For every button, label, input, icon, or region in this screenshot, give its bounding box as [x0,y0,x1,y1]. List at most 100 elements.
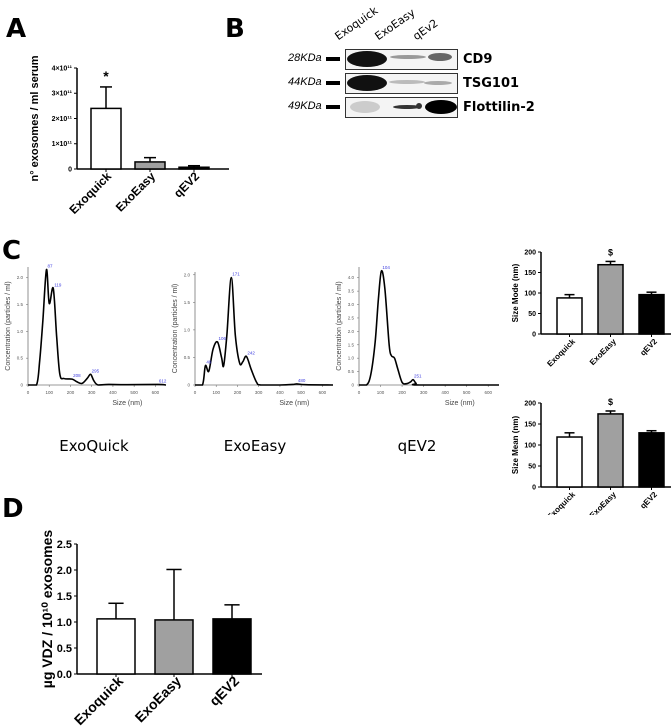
peak-label: 242 [247,350,255,355]
category-label: Exoquick [545,337,577,369]
size-distribution-exoeasy: 0 100 200 300 400 500 600 0 0.5 1.0 1.5 2.0 Size (nm… [172,272,334,407]
category-label: ExoEasy [113,169,159,215]
y-tick-label: 3.0 [348,302,355,307]
peak-label: 171 [232,272,240,277]
bar-exoeasy [597,413,624,488]
marker-tick [326,57,340,61]
y-tick-label: 1.0 [184,327,191,332]
bar-exoquick [96,618,136,675]
kda-marker: 28KDa [288,52,322,64]
blot-band-tsg101 [345,73,458,94]
category-label: qEV2 [171,169,202,200]
x-tick-label: 100 [212,390,220,395]
bar-exoquick [90,107,122,170]
kda-marker: 44KDa [288,76,322,88]
peak-label: 251 [414,374,422,379]
bar-qev2 [638,432,665,488]
y-tick-label: 1×10¹¹ [52,141,73,148]
x-tick-label: 0 [27,390,30,395]
x-tick-label: 500 [130,390,138,395]
y-tick-label: 1.5 [17,302,24,307]
y-tick-label: 150 [524,270,536,277]
bar-exoeasy [597,263,624,335]
x-tick-label: 400 [276,390,284,395]
bar-exoeasy [154,619,194,675]
bar-qev2 [638,293,665,335]
y-tick-label: 0 [351,383,354,388]
chart-exosome-count: 0 1×10¹¹ 2×10¹¹ 3×10¹¹ 4×10¹¹ n° exosomes / m… [29,55,229,217]
significance-marker: $ [608,397,613,407]
x-tick-label: 300 [420,390,428,395]
y-tick-label: 1.0 [17,329,24,334]
y-tick-label: 0.5 [184,355,191,360]
x-tick-label: 600 [484,390,492,395]
y-tick-label: 1.5 [57,591,72,603]
y-axis-label: n° exosomes / ml serum [29,55,41,181]
protein-label: CD9 [463,52,493,67]
distribution-curve [195,276,334,386]
y-tick-label: 0 [68,166,72,173]
category-label: Exoquick [66,169,114,217]
y-tick-label: 3×10¹¹ [52,91,73,98]
y-tick-label: 150 [524,421,536,428]
lane-label: ExoEasy [372,6,418,43]
chart-size-mode: 0 50 100 150 200 Size Mode (nm) Exoquick ExoEas… [511,247,671,369]
x-tick-label: 100 [377,390,385,395]
x-tick-label: 300 [88,390,96,395]
peak-label: 49 [206,360,212,365]
peak-label: 104 [382,265,390,270]
x-tick-label: 0 [358,390,361,395]
y-tick-label: 2.0 [17,275,24,280]
peak-label: 612 [159,378,167,383]
kda-marker: 49KDa [288,100,322,112]
peak-label: 208 [73,373,81,378]
y-tick-label: 50 [528,463,536,470]
peak-label: 119 [54,282,62,287]
y-tick-label: 2.0 [184,272,191,277]
x-tick-label: 500 [297,390,305,395]
peak-label: 295 [92,368,100,373]
peak-label: 480 [298,378,306,383]
y-tick-label: 0.5 [17,356,24,361]
x-tick-label: 200 [234,390,242,395]
lane-label: qEv2 [410,16,441,43]
chart-vdz-per-exosome: 0.0 0.5 1.0 1.5 2.0 2.5µg VDZ / 10¹⁰ exosomes… [39,530,262,727]
y-axis-label: Size Mean (nm) [511,416,520,475]
x-tick-label: 400 [109,390,117,395]
protein-label: TSG101 [463,76,520,91]
x-tick-label: 0 [194,390,197,395]
y-tick-label: 100 [524,290,536,297]
size-distribution-qev2: 0 100 200 300 400 500 600 0 0.5 1.0 1.5 2.0 2.5 3.0 3.… [336,265,499,407]
y-tick-label: 50 [528,311,536,318]
marker-tick [326,105,340,109]
y-tick-label: 1.5 [184,300,191,305]
y-tick-label: 0.5 [57,643,72,655]
x-tick-label: 600 [319,390,327,395]
x-tick-label: 400 [441,390,449,395]
bar-exoeasy [134,161,166,170]
x-tick-label: 300 [255,390,263,395]
distribution-curve [359,269,499,386]
panel-label-a: A [6,14,27,44]
y-tick-label: 2.5 [348,315,355,320]
distribution-title: ExoEasy [223,437,287,455]
significance-marker: * [103,68,109,84]
y-tick-label: 2.0 [57,565,72,577]
size-distribution-exoquick: 0 100 200 300 400 500 600 0 0.5 1.0 1.5 2.0 Size (nm… [5,264,167,407]
category-label: qEV2 [206,673,242,709]
category-label: Exoquick [71,673,126,727]
x-axis-label: Size (nm) [279,400,309,407]
panel-label-b: B [225,14,245,44]
distribution-title: ExoQuick [59,437,129,455]
category-label: Exoquick [545,490,577,515]
y-tick-label: 1.0 [348,356,355,361]
y-tick-label: 0 [20,383,23,388]
y-tick-label: 4.0 [348,275,355,280]
distribution-title: qEV2 [397,437,437,455]
significance-marker: $ [608,247,613,257]
x-axis-label: Size (nm) [445,400,475,407]
category-label: qEV2 [638,337,659,358]
bar-exoquick [556,297,583,335]
bar-exoquick [556,436,583,488]
y-tick-label: 3.5 [348,289,355,294]
